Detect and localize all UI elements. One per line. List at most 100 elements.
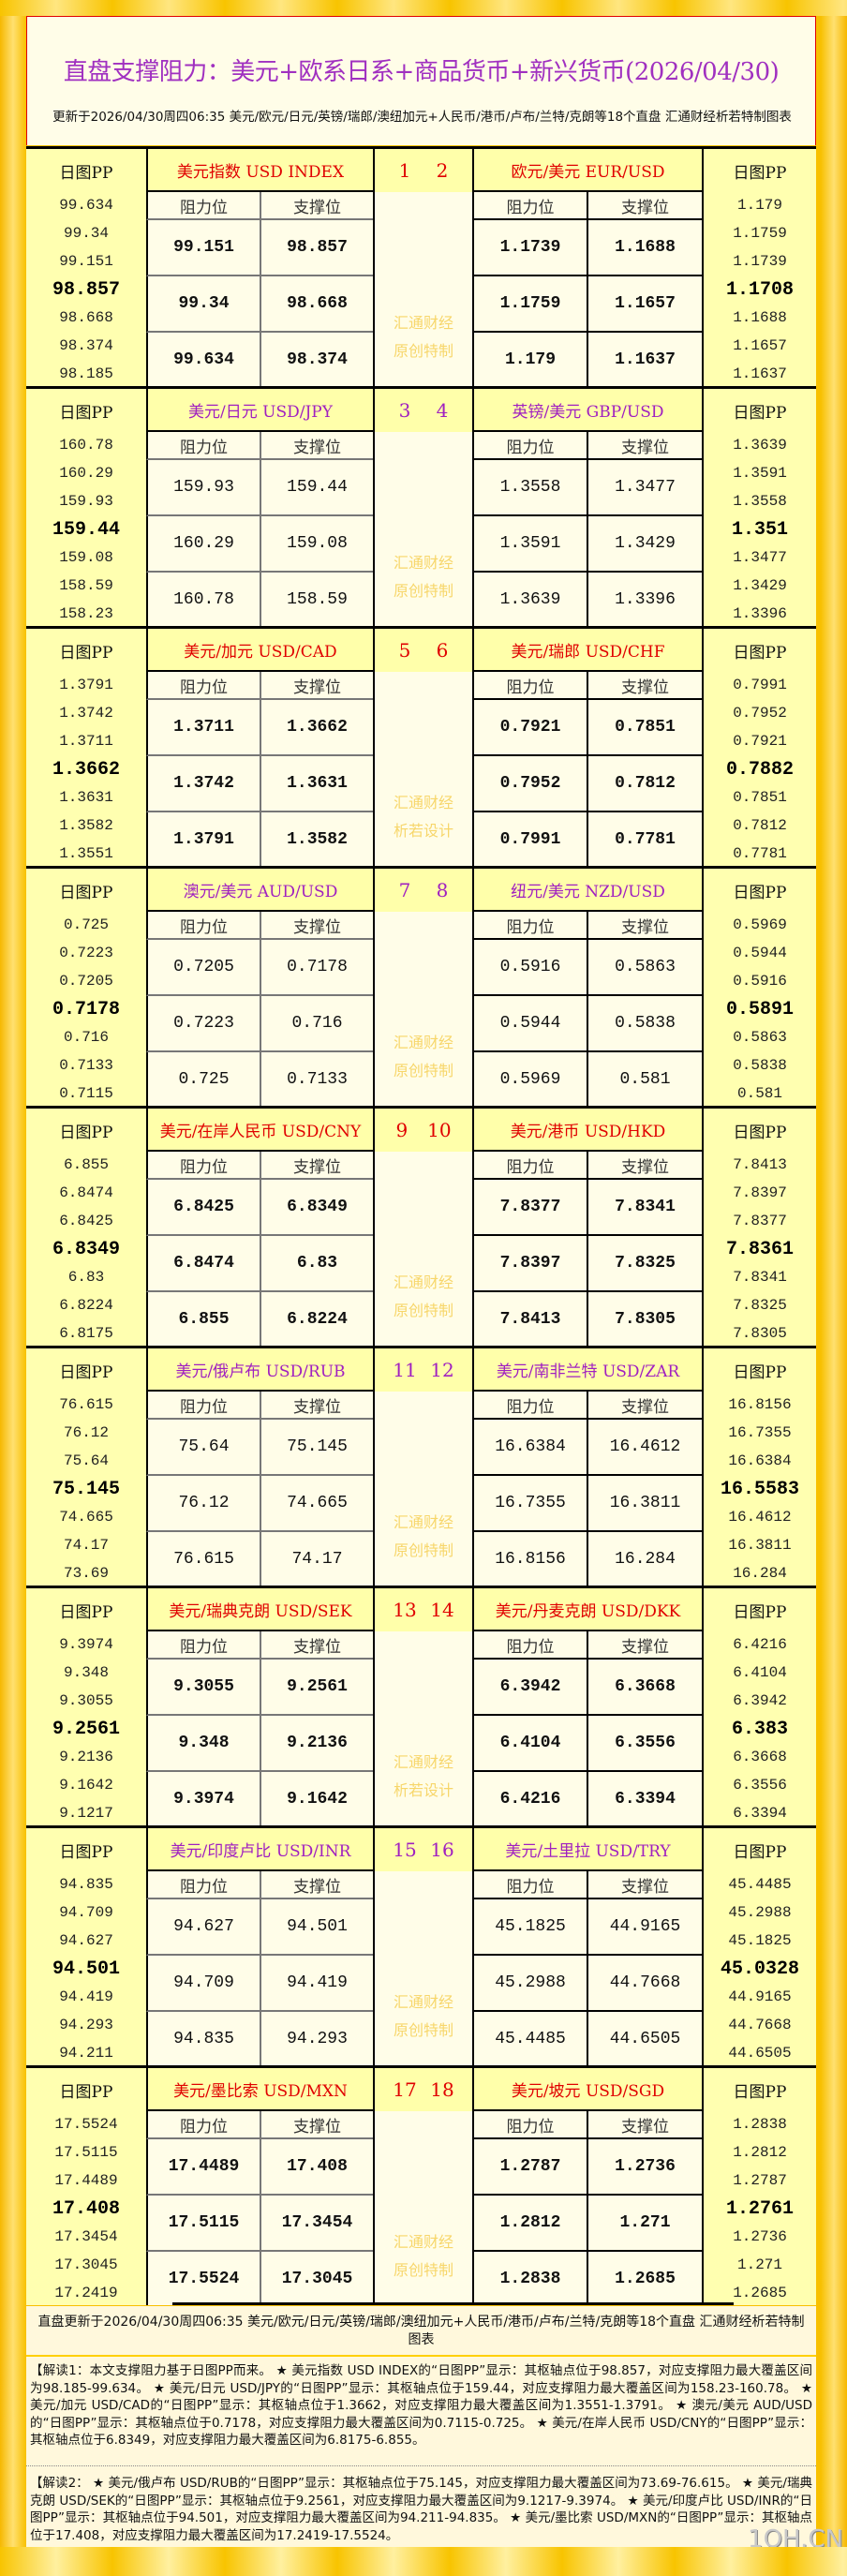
watermark-column: 汇通财经 析若设计 — [373, 1631, 472, 1825]
support-value: 9.2136 — [260, 1716, 373, 1772]
pp-level-value: 16.8156 — [728, 1396, 792, 1413]
pp-level-value: 1.1759 — [733, 225, 787, 242]
pp-level-value: 7.8305 — [733, 1325, 787, 1342]
support-value: 16.284 — [587, 1532, 704, 1586]
support-value: 1.1657 — [587, 276, 704, 333]
pp-level-value: 1.3591 — [733, 465, 787, 482]
pp-level-value: 6.83 — [67, 1269, 105, 1286]
pp-label: 日图PP — [733, 2082, 787, 2102]
pp-level-value: 16.284 — [733, 1565, 787, 1582]
resistance-value: 9.348 — [146, 1716, 260, 1772]
support-value: 17.3045 — [260, 2252, 373, 2305]
resistance-value: 16.6384 — [472, 1420, 587, 1476]
watermark-column: 汇通财经 原创特制 — [373, 912, 472, 1106]
design-watermark-text: 原创特制 — [393, 342, 453, 360]
pair-number: 8 — [436, 879, 449, 901]
pp-level-value: 1.3582 — [59, 817, 113, 834]
pivot-value: 98.857 — [52, 278, 120, 301]
resistance-header: 阻力位 — [472, 1392, 587, 1420]
pp-level-value: 160.78 — [59, 437, 113, 454]
pp-level-value: 1.3639 — [733, 437, 787, 454]
resistance-value: 16.7355 — [472, 1476, 587, 1532]
support-header: 支撑位 — [260, 912, 373, 940]
pivot-value: 94.501 — [52, 1958, 120, 1980]
support-value: 16.4612 — [587, 1420, 704, 1476]
pp-level-value: 159.93 — [59, 493, 113, 510]
resistance-value: 7.8377 — [472, 1180, 587, 1236]
pp-level-value: 75.64 — [63, 1452, 109, 1469]
watermark-column: 汇通财经 原创特制 — [373, 1152, 472, 1346]
design-watermark-text: 汇通财经 — [393, 1513, 453, 1531]
resistance-header: 阻力位 — [146, 192, 260, 220]
pair-block: 日图PP 0.725 0.7223 0.7205 0.7178 0.716 0.7133 0.… — [26, 866, 816, 1106]
resistance-value: 0.5969 — [472, 1052, 587, 1106]
pivot-value: 1.2761 — [725, 2197, 794, 2220]
support-value: 94.293 — [260, 2012, 373, 2065]
pp-label: 日图PP — [59, 1842, 113, 1862]
design-watermark-text: 汇通财经 — [393, 1273, 453, 1291]
pair-number: 3 — [398, 399, 411, 422]
resistance-value: 1.2812 — [472, 2196, 587, 2252]
title-panel: 直盘支撑阻力：美元+欧系日系+商品货币+新兴货币(2026/04/30) 更新于… — [26, 16, 816, 145]
pair-number: 15 — [393, 1839, 417, 1861]
support-value: 7.8305 — [587, 1292, 704, 1346]
pp-level-value: 6.8474 — [59, 1184, 113, 1201]
pair-numbers: 11 12 — [373, 1348, 472, 1392]
resistance-value: 0.7205 — [146, 940, 260, 996]
design-watermark-text: 原创特制 — [393, 1302, 453, 1319]
support-value: 1.3477 — [587, 460, 704, 516]
pp-level-value: 94.293 — [59, 2017, 113, 2033]
resistance-value: 9.3974 — [146, 1772, 260, 1825]
support-value: 6.3556 — [587, 1716, 704, 1772]
resistance-value: 9.3055 — [146, 1660, 260, 1716]
design-watermark-text: 原创特制 — [393, 2021, 453, 2039]
support-value: 9.1642 — [260, 1772, 373, 1825]
support-value: 1.2685 — [587, 2252, 704, 2305]
pp-label: 日图PP — [59, 163, 113, 183]
pp-level-value: 0.5944 — [733, 945, 787, 961]
pp-level-value: 1.3742 — [59, 705, 113, 722]
pp-level-value: 73.69 — [63, 1565, 109, 1582]
resistance-value: 1.3791 — [146, 812, 260, 866]
pair-number: 12 — [430, 1359, 454, 1381]
pp-column-left: 日图PP 160.78 160.29 159.93 159.44 159.08 158.59… — [26, 389, 146, 626]
pp-column-right: 日图PP 6.4216 6.4104 6.3942 6.383 6.3668 6.3556 6… — [704, 1588, 816, 1825]
pp-level-value: 0.7851 — [733, 789, 787, 806]
pp-level-value: 1.2736 — [733, 2228, 787, 2245]
pp-level-value: 98.374 — [59, 337, 113, 354]
pp-level-value: 17.5524 — [54, 2116, 118, 2133]
pair-name-left: 美元/俄卢布 USD/RUB — [146, 1348, 373, 1392]
pp-level-value: 7.8325 — [733, 1297, 787, 1314]
pp-label: 日图PP — [733, 163, 787, 183]
pivot-value: 75.145 — [52, 1478, 120, 1500]
pair-name-right: 欧元/美元 EUR/USD — [472, 149, 704, 192]
pair-block: 日图PP 1.3791 1.3742 1.3711 1.3662 1.3631 1.3582… — [26, 626, 816, 866]
resistance-value: 7.8397 — [472, 1236, 587, 1292]
design-watermark-text: 析若设计 — [393, 822, 453, 840]
pp-level-value: 1.3631 — [59, 789, 113, 806]
pp-level-value: 0.7781 — [733, 845, 787, 862]
pp-level-value: 1.3429 — [733, 577, 787, 594]
pp-level-value: 7.8397 — [733, 1184, 787, 1201]
support-value: 1.3631 — [260, 756, 373, 812]
pair-numbers: 9 10 — [373, 1109, 472, 1152]
pp-label: 日图PP — [59, 1602, 113, 1622]
watermark-column: 汇通财经 原创特制 — [373, 192, 472, 386]
pair-block: 日图PP 17.5524 17.5115 17.4489 17.408 17.3454 17… — [26, 2065, 816, 2305]
pp-level-value: 94.835 — [59, 1876, 113, 1893]
support-value: 9.2561 — [260, 1660, 373, 1716]
pp-level-value: 0.5838 — [733, 1057, 787, 1074]
pivot-value: 6.8349 — [52, 1238, 120, 1260]
pair-name-right: 美元/土里拉 USD/TRY — [472, 1828, 704, 1871]
pp-level-value: 0.7115 — [59, 1085, 113, 1102]
pp-label: 日图PP — [733, 1842, 787, 1862]
support-value: 7.8341 — [587, 1180, 704, 1236]
pair-number: 2 — [436, 159, 449, 182]
pp-level-value: 74.17 — [63, 1537, 109, 1554]
pair-name-left: 美元/加元 USD/CAD — [146, 629, 373, 672]
pp-level-value: 45.2988 — [728, 1904, 792, 1921]
pp-level-value: 160.29 — [59, 465, 113, 482]
resistance-value: 1.1759 — [472, 276, 587, 333]
